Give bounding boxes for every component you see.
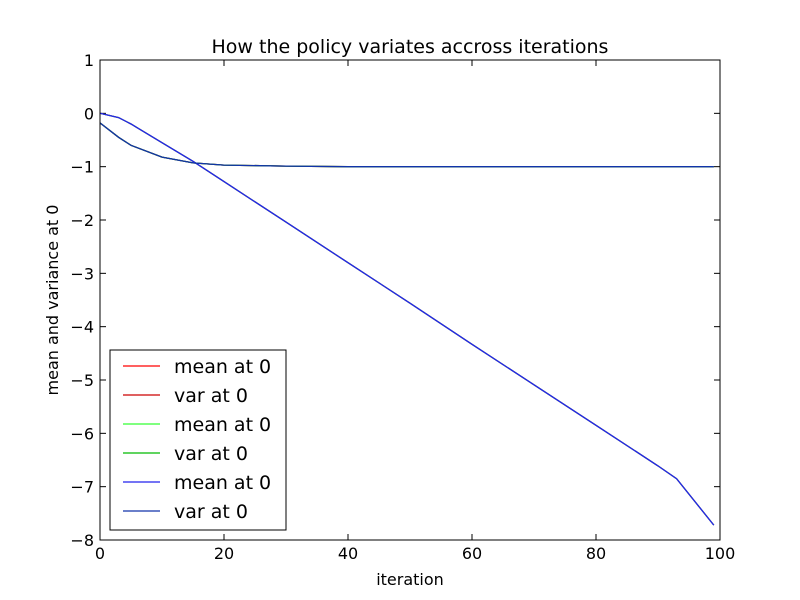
- plot-frame: [99, 59, 721, 541]
- x-tick-label: 40: [338, 544, 358, 563]
- y-tick-label: −2: [70, 211, 94, 230]
- series-line: [99, 112, 715, 526]
- y-tick-label: −7: [70, 478, 94, 497]
- y-tick-label: −1: [70, 158, 94, 177]
- legend-label: mean at 0: [174, 414, 271, 436]
- y-tick-label: −6: [70, 424, 94, 443]
- y-tick-label: −3: [70, 264, 94, 283]
- y-axis-label: mean and variance at 0: [43, 205, 62, 396]
- legend: mean at 0 var at 0 mean at 0 var at 0 mean a…: [109, 349, 287, 531]
- x-tick-label: 0: [95, 544, 105, 563]
- x-axis-label: iteration: [376, 570, 444, 589]
- x-tick-label: 20: [214, 544, 234, 563]
- legend-label: mean at 0: [174, 356, 271, 378]
- x-tick-label: 60: [462, 544, 482, 563]
- legend-box: [109, 349, 287, 531]
- y-tick-label: −4: [70, 318, 94, 337]
- y-tick-label: 0: [84, 104, 94, 123]
- legend-label: var at 0: [174, 501, 248, 523]
- series-lines: [99, 112, 715, 526]
- series-line: [99, 122, 714, 168]
- axis-ticks: 0 20 40 60 80 100 1 0 −1 −2 −3 −4 −5 −6 −7 −8: [70, 51, 735, 563]
- y-tick-label: −8: [70, 531, 94, 550]
- y-tick-label: −5: [70, 371, 94, 390]
- legend-label: var at 0: [174, 443, 248, 465]
- x-tick-label: 80: [586, 544, 606, 563]
- chart-title: How the policy variates accross iteratio…: [212, 36, 609, 58]
- legend-label: mean at 0: [174, 472, 271, 494]
- x-tick-label: 100: [705, 544, 736, 563]
- legend-label: var at 0: [174, 385, 248, 407]
- y-tick-label: 1: [84, 51, 94, 70]
